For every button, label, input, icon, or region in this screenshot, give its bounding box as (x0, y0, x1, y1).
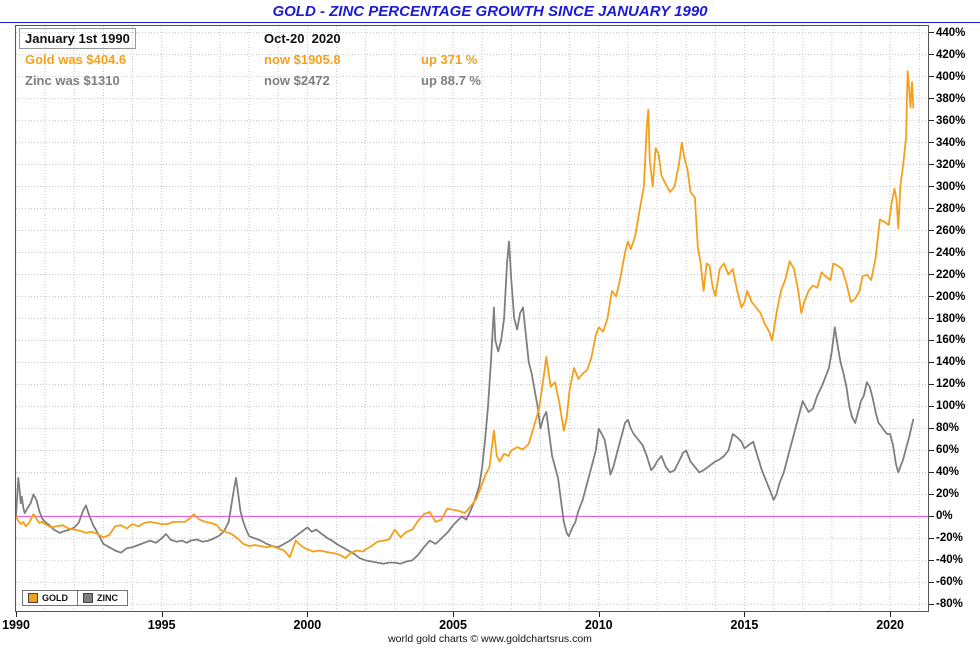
y-tick (929, 383, 934, 385)
y-axis-label: 80% (936, 422, 960, 435)
y-axis-label: 0% (936, 510, 953, 523)
x-tick (890, 612, 892, 617)
footer-credit: world gold charts © www.goldchartsrus.co… (388, 633, 592, 645)
y-tick (929, 339, 934, 341)
x-axis-label: 2015 (730, 618, 759, 632)
info-gold-now: now $1905.8 (264, 52, 341, 67)
y-axis-label: 240% (936, 246, 966, 259)
x-axis-label: 1995 (147, 618, 176, 632)
x-axis-label: 1990 (2, 618, 30, 632)
y-axis-label: 40% (936, 466, 960, 479)
y-axis-label: 140% (936, 356, 966, 369)
legend-label-zinc: ZINC (97, 593, 118, 603)
y-tick (929, 318, 934, 319)
chart-title: GOLD - ZINC PERCENTAGE GROWTH SINCE JANU… (0, 0, 980, 23)
y-axis-label: 340% (936, 136, 966, 149)
y-axis-label: 380% (936, 92, 966, 105)
y-tick (929, 559, 934, 561)
y-tick (929, 208, 934, 210)
y-tick (929, 230, 934, 232)
x-tick (598, 612, 600, 617)
y-tick (929, 427, 934, 429)
y-axis-label: 260% (936, 224, 966, 237)
legend-label-gold: GOLD (42, 593, 68, 603)
y-tick (929, 76, 934, 78)
y-tick (929, 449, 934, 451)
y-tick (929, 537, 934, 539)
y-tick (929, 142, 934, 144)
y-tick (929, 164, 934, 166)
y-tick (929, 296, 934, 297)
y-tick (929, 274, 934, 275)
info-zinc-change: up 88.7 % (421, 73, 481, 88)
x-tick (453, 612, 455, 617)
y-axis-label: 100% (936, 400, 966, 413)
y-axis-label: 280% (936, 202, 966, 215)
x-tick (16, 612, 17, 617)
x-tick (744, 612, 746, 617)
gold-series-line (16, 70, 915, 560)
info-spacer (421, 28, 481, 49)
y-tick (929, 54, 934, 56)
plot-svg (16, 26, 928, 611)
y-axis-label: -40% (936, 554, 963, 567)
y-tick (929, 405, 934, 407)
x-tick (161, 612, 163, 617)
y-tick (929, 252, 934, 254)
y-tick (929, 581, 934, 583)
y-tick (929, 603, 934, 605)
y-axis-label: -60% (936, 576, 963, 589)
x-axis-label: 2010 (584, 618, 613, 632)
legend-item-zinc: ZINC (77, 591, 127, 605)
y-axis-label: 120% (936, 378, 966, 391)
legend-swatch (28, 593, 38, 603)
y-tick (929, 120, 934, 122)
x-axis-label: 2020 (876, 618, 905, 632)
zinc-series-line (16, 240, 915, 565)
y-tick (929, 493, 934, 495)
y-tick (929, 98, 934, 100)
x-axis-label: 2000 (293, 618, 322, 632)
legend: GOLD ZINC (22, 590, 128, 606)
y-tick (929, 515, 934, 517)
info-now-date: Oct-20 2020 (264, 31, 341, 46)
y-tick (929, 361, 934, 363)
x-axis-label: 2005 (439, 618, 467, 632)
y-axis-label: -80% (936, 598, 963, 611)
y-axis-label: 200% (936, 290, 966, 303)
legend-item-gold: GOLD (23, 591, 77, 605)
info-gold-change: up 371 % (421, 52, 478, 67)
y-axis-label: 320% (936, 158, 966, 171)
y-axis-label: 400% (936, 70, 966, 83)
info-gold-start: Gold was $404.6 (25, 52, 127, 67)
info-panel: January 1st 1990 Oct-20 2020 Gold was $4… (19, 28, 481, 91)
y-tick (929, 186, 934, 188)
y-axis-label: 180% (936, 312, 966, 325)
info-zinc-now: now $2472 (264, 73, 330, 88)
y-axis-label: 420% (936, 48, 966, 61)
legend-swatch (83, 593, 93, 603)
plot-area: January 1st 1990 Oct-20 2020 Gold was $4… (15, 25, 929, 612)
x-tick (307, 612, 309, 617)
y-axis-label: 440% (936, 26, 966, 39)
info-start-date: January 1st 1990 (19, 28, 136, 49)
y-axis-label: 300% (936, 180, 966, 193)
y-tick (929, 471, 934, 473)
y-axis-label: 220% (936, 268, 966, 281)
y-tick (929, 32, 934, 34)
y-axis-label: 60% (936, 444, 960, 457)
info-zinc-start: Zinc was $1310 (25, 73, 120, 88)
y-axis-label: 160% (936, 334, 966, 347)
y-axis-label: -20% (936, 532, 963, 545)
y-axis-label: 20% (936, 488, 960, 501)
y-axis-label: 360% (936, 114, 966, 127)
